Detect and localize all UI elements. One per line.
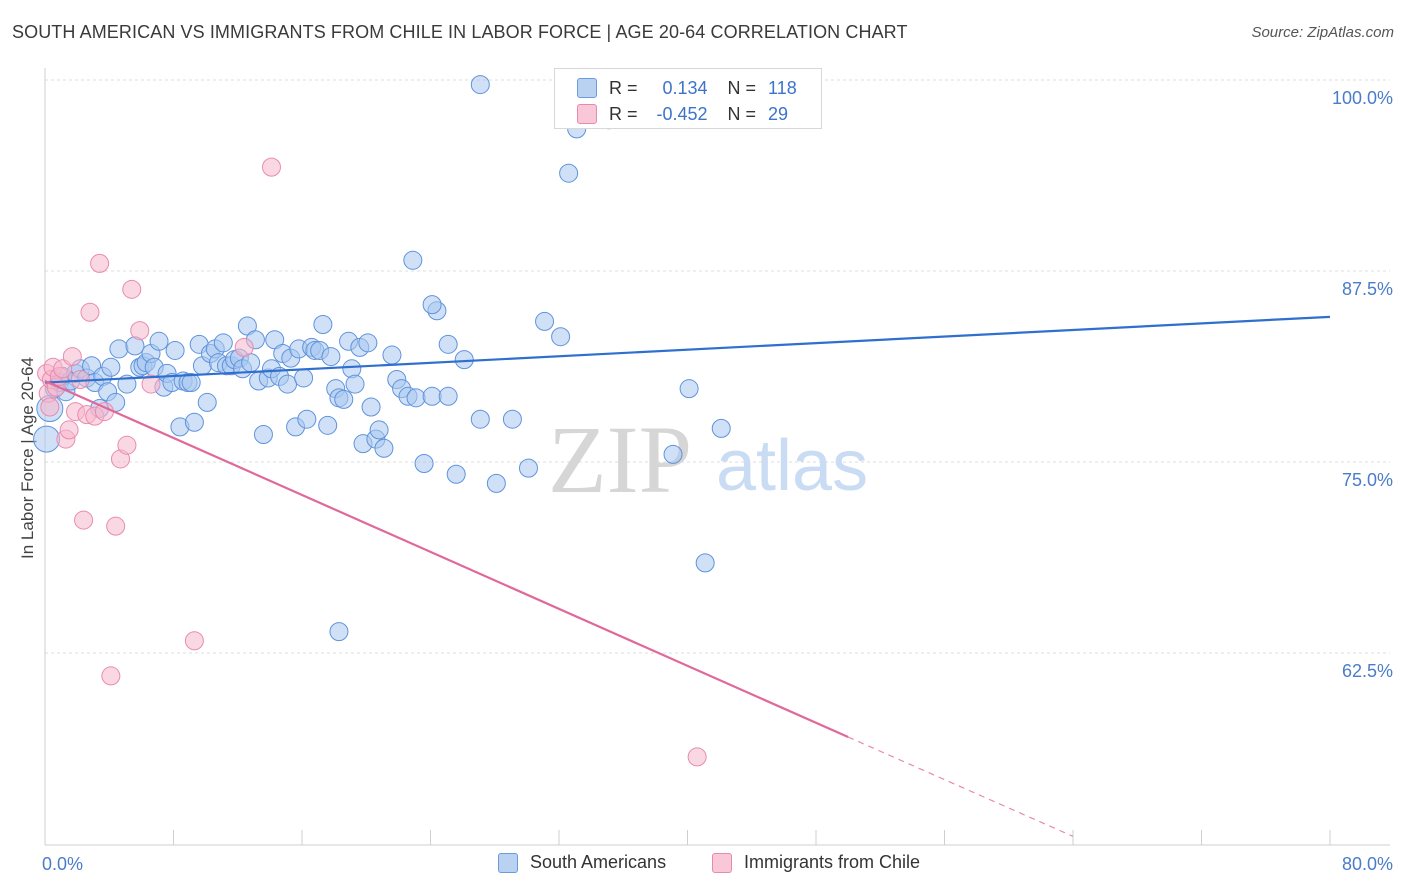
- point-south-american: [422, 386, 442, 406]
- point-south-american: [197, 392, 217, 412]
- source-credit: Source: ZipAtlas.com: [1251, 24, 1394, 41]
- n-label: N =: [727, 103, 757, 124]
- point-south-american: [470, 75, 490, 95]
- point-south-american: [329, 622, 349, 642]
- point-south-american: [369, 420, 389, 440]
- axes: [44, 68, 1390, 846]
- point-chile: [117, 435, 137, 455]
- r-value: -0.452: [656, 103, 708, 124]
- stats-legend: R = 0.134 N = 118 R = -0.452 N = 29: [554, 68, 822, 129]
- point-south-american: [33, 425, 61, 453]
- point-chile: [122, 279, 142, 299]
- point-south-american: [101, 357, 121, 377]
- point-south-american: [278, 374, 298, 394]
- point-chile: [90, 253, 110, 273]
- point-south-american: [406, 388, 426, 408]
- point-south-american: [438, 386, 458, 406]
- point-south-american: [253, 424, 273, 444]
- point-south-american: [403, 250, 423, 270]
- point-south-american: [679, 379, 699, 399]
- point-south-american: [454, 350, 474, 370]
- point-south-american: [109, 339, 129, 359]
- point-south-american: [345, 374, 365, 394]
- point-south-american: [149, 331, 169, 351]
- chart-title: SOUTH AMERICAN VS IMMIGRANTS FROM CHILE …: [12, 22, 908, 42]
- point-south-american: [502, 409, 522, 429]
- point-south-american: [313, 314, 333, 334]
- point-south-american: [518, 458, 538, 478]
- stats-row-chile: R = -0.452 N = 29: [577, 101, 788, 127]
- point-south-american: [297, 409, 317, 429]
- point-chile: [101, 666, 121, 686]
- point-south-american: [358, 333, 378, 353]
- point-south-american: [559, 163, 579, 183]
- blue-swatch-icon: [498, 852, 518, 873]
- point-chile: [130, 321, 150, 341]
- point-south-american: [321, 347, 341, 367]
- y-tick-label: 62.5%: [1342, 661, 1393, 681]
- point-south-american: [361, 397, 381, 417]
- point-chile: [62, 347, 82, 367]
- point-south-american: [535, 311, 555, 331]
- point-south-american: [294, 368, 314, 388]
- point-chile: [40, 397, 60, 417]
- point-chile: [106, 516, 126, 536]
- legend-item-immigrants-from-chile[interactable]: Immigrants from Chile: [712, 852, 920, 873]
- r-label: R =: [609, 77, 638, 98]
- trend-line-chile: [44, 380, 849, 739]
- pink-swatch-icon: [712, 852, 732, 873]
- data-points: [33, 70, 763, 767]
- point-south-american: [184, 412, 204, 432]
- point-south-american: [695, 553, 715, 573]
- point-chile: [141, 374, 161, 394]
- series-legend: South Americans Immigrants from Chile: [0, 852, 1406, 878]
- n-value: 29: [768, 103, 789, 124]
- y-tick-label: 87.5%: [1342, 279, 1393, 299]
- point-south-american: [663, 444, 683, 464]
- trend-line-chile-extension: [847, 736, 1074, 837]
- stats-row-south-americans: R = 0.134 N = 118: [577, 75, 797, 101]
- point-south-american: [486, 473, 506, 493]
- point-chile: [687, 747, 707, 767]
- blue-swatch-icon: [577, 78, 597, 98]
- trend-line-south-americans: [44, 315, 1331, 384]
- point-south-american: [318, 415, 338, 435]
- y-tick-label: 75.0%: [1342, 470, 1393, 490]
- point-south-american: [711, 418, 731, 438]
- point-chile: [80, 302, 100, 322]
- x-tick-label: 80.0%: [1342, 854, 1393, 874]
- point-chile: [74, 510, 94, 530]
- r-label: R =: [609, 103, 638, 124]
- point-south-american: [551, 327, 571, 347]
- point-south-american: [438, 334, 458, 354]
- point-chile: [261, 157, 281, 177]
- point-south-american: [374, 438, 394, 458]
- r-value: 0.134: [662, 77, 708, 98]
- point-chile: [184, 631, 204, 651]
- tick-labels: 100.0% 87.5% 75.0% 62.5% 0.0% 80.0%: [42, 88, 1393, 874]
- n-value: 118: [768, 77, 797, 98]
- y-tick-label: 100.0%: [1332, 88, 1393, 108]
- point-south-american: [165, 340, 185, 360]
- watermark-atlas: atlas: [716, 426, 868, 506]
- n-label: N =: [727, 77, 757, 98]
- legend-item-south-americans[interactable]: South Americans: [498, 852, 666, 873]
- point-south-american: [414, 454, 434, 474]
- point-south-american: [382, 345, 402, 365]
- legend-label: Immigrants from Chile: [744, 852, 921, 872]
- point-chile: [59, 420, 79, 440]
- point-chile: [234, 337, 254, 357]
- trend-lines: [44, 315, 1331, 837]
- point-south-american: [446, 464, 466, 484]
- point-south-american: [181, 373, 201, 393]
- watermark: ZIP atlas: [548, 406, 868, 513]
- point-south-american: [213, 333, 233, 353]
- pink-swatch-icon: [577, 104, 597, 124]
- x-tick-label: 0.0%: [42, 854, 83, 874]
- point-south-american: [334, 389, 354, 409]
- point-south-american: [470, 409, 490, 429]
- point-south-american: [422, 295, 442, 315]
- legend-label: South Americans: [530, 852, 667, 872]
